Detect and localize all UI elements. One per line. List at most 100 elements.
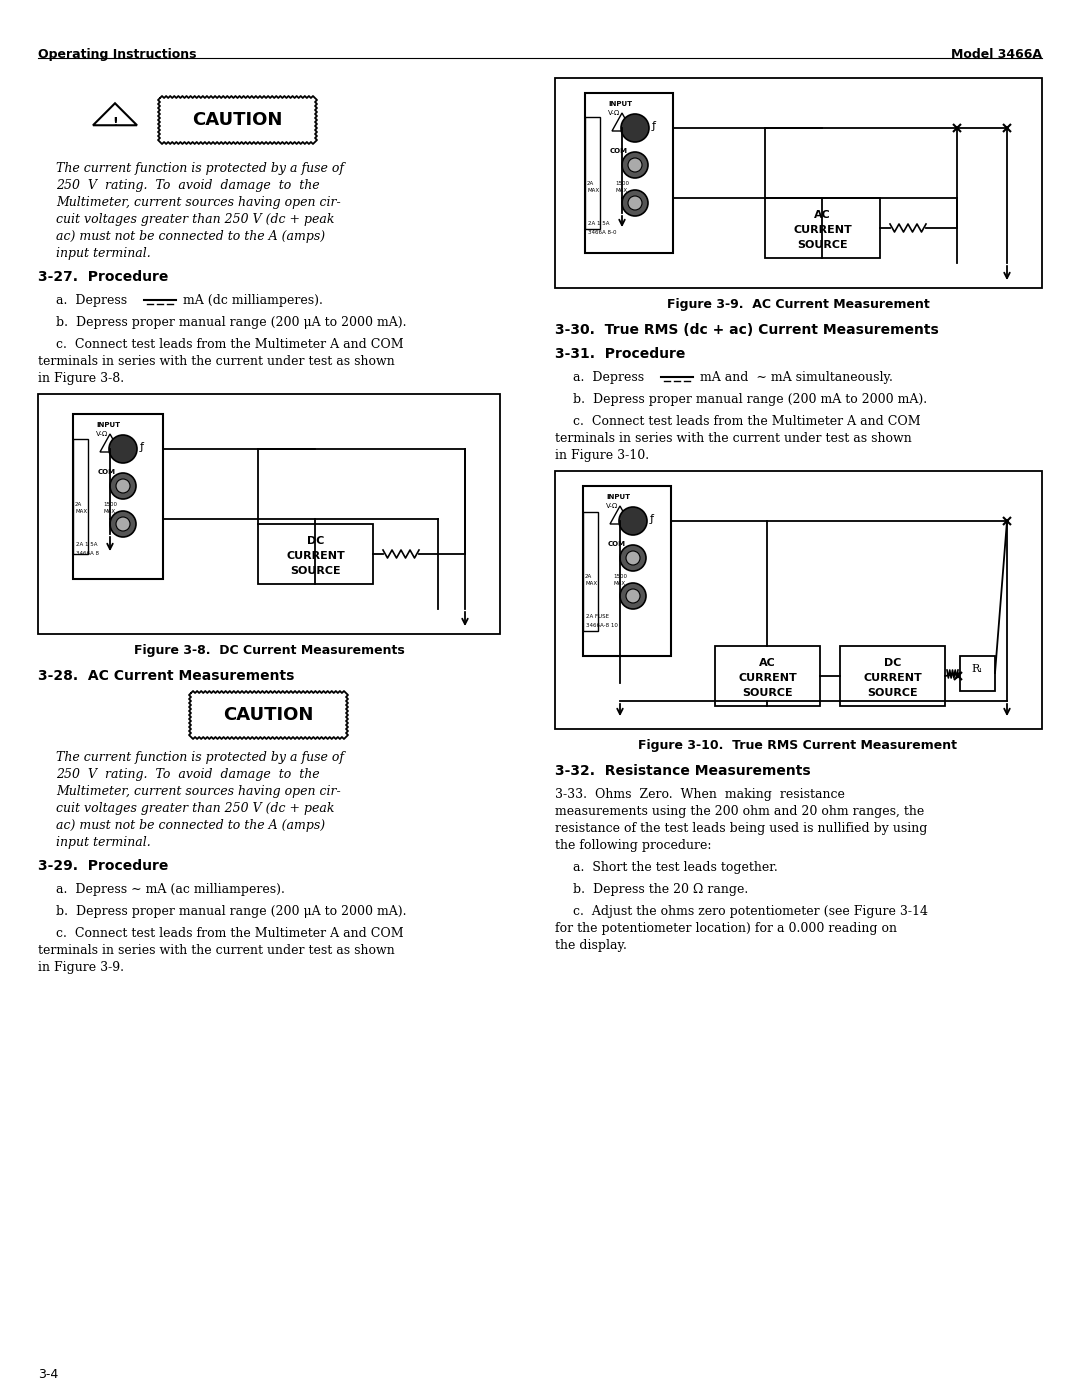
Text: ƒ: ƒ — [140, 441, 144, 453]
Bar — [258, 524, 373, 584]
Bar — [555, 78, 1042, 288]
Text: Model 3466A: Model 3466A — [951, 47, 1042, 61]
Text: AC: AC — [759, 658, 775, 668]
Text: DC: DC — [883, 658, 901, 668]
Text: MAX: MAX — [103, 509, 116, 514]
Text: MAX: MAX — [615, 189, 627, 193]
Text: terminals in series with the current under test as shown: terminals in series with the current und… — [38, 944, 395, 957]
Text: input terminal.: input terminal. — [56, 835, 151, 849]
Text: mA and  ∼ mA simultaneously.: mA and ∼ mA simultaneously. — [696, 372, 893, 384]
Text: in Figure 3-10.: in Figure 3-10. — [555, 448, 649, 462]
Text: MAX: MAX — [75, 509, 87, 514]
Text: terminals in series with the current under test as shown: terminals in series with the current und… — [555, 432, 912, 446]
Text: 3466A-8 10: 3466A-8 10 — [586, 623, 618, 629]
Text: a.  Short the test leads together.: a. Short the test leads together. — [573, 861, 778, 875]
Text: c.  Adjust the ohms zero potentiometer (see Figure 3-14: c. Adjust the ohms zero potentiometer (s… — [573, 905, 928, 918]
Bar — [73, 439, 87, 555]
Text: c.  Connect test leads from the Multimeter A and COM: c. Connect test leads from the Multimete… — [56, 928, 404, 940]
Text: SOURCE: SOURCE — [291, 566, 341, 576]
Text: 3-29.  Procedure: 3-29. Procedure — [38, 859, 168, 873]
Text: b.  Depress the 20 Ω range.: b. Depress the 20 Ω range. — [573, 883, 748, 895]
Bar — [765, 198, 880, 258]
Text: cuit voltages greater than 250 V (dc + peak: cuit voltages greater than 250 V (dc + p… — [56, 802, 335, 814]
Text: INPUT: INPUT — [608, 101, 632, 108]
Text: 250  V  rating.  To  avoid  damage  to  the: 250 V rating. To avoid damage to the — [56, 768, 320, 781]
Text: Operating Instructions: Operating Instructions — [38, 47, 197, 61]
Text: resistance of the test leads being used is nullified by using: resistance of the test leads being used … — [555, 821, 928, 835]
Text: INPUT: INPUT — [96, 422, 120, 427]
Bar — [73, 414, 163, 578]
Text: ƒ: ƒ — [650, 514, 654, 524]
Text: ac) must not be connected to the A (amps): ac) must not be connected to the A (amps… — [56, 819, 325, 833]
Text: Figure 3-9.  AC Current Measurement: Figure 3-9. AC Current Measurement — [666, 298, 930, 312]
Text: Multimeter, current sources having open cir-: Multimeter, current sources having open … — [56, 196, 341, 210]
Text: CAUTION: CAUTION — [192, 110, 282, 129]
Text: 1500: 1500 — [613, 574, 627, 578]
Text: 3-28.  AC Current Measurements: 3-28. AC Current Measurements — [38, 669, 295, 683]
Text: the display.: the display. — [555, 939, 626, 951]
Text: 2A 1 5A: 2A 1 5A — [588, 221, 609, 226]
Circle shape — [110, 474, 136, 499]
Text: 3-27.  Procedure: 3-27. Procedure — [38, 270, 168, 284]
Text: MAX: MAX — [588, 189, 599, 193]
Text: SOURCE: SOURCE — [867, 687, 918, 698]
Text: Figure 3-10.  True RMS Current Measurement: Figure 3-10. True RMS Current Measuremen… — [638, 739, 958, 752]
Text: 1500: 1500 — [615, 182, 629, 186]
Text: COM: COM — [608, 541, 626, 548]
Text: The current function is protected by a fuse of: The current function is protected by a f… — [56, 752, 345, 764]
Text: CURRENT: CURRENT — [738, 673, 797, 683]
Text: b.  Depress proper manual range (200 μA to 2000 mA).: b. Depress proper manual range (200 μA t… — [56, 316, 406, 330]
Circle shape — [621, 115, 649, 142]
Text: c.  Connect test leads from the Multimeter A and COM: c. Connect test leads from the Multimete… — [573, 415, 920, 427]
Text: a.  Depress ∼ mA (ac milliamperes).: a. Depress ∼ mA (ac milliamperes). — [56, 883, 285, 895]
Text: 2A 1 5A: 2A 1 5A — [76, 542, 97, 548]
Circle shape — [627, 196, 642, 210]
Bar — [38, 394, 500, 634]
Text: 1500: 1500 — [103, 502, 117, 507]
Circle shape — [110, 511, 136, 536]
Text: a.  Depress: a. Depress — [573, 372, 652, 384]
Text: measurements using the 200 ohm and 20 ohm ranges, the: measurements using the 200 ohm and 20 oh… — [555, 805, 924, 819]
Circle shape — [622, 152, 648, 177]
Text: V-Ω: V-Ω — [96, 432, 108, 437]
Text: INPUT: INPUT — [606, 495, 630, 500]
Text: CURRENT: CURRENT — [286, 550, 345, 562]
Circle shape — [620, 583, 646, 609]
Text: 2A: 2A — [585, 574, 592, 578]
Text: CAUTION: CAUTION — [222, 705, 313, 724]
Text: a.  Depress: a. Depress — [56, 293, 135, 307]
Text: V-Ω: V-Ω — [606, 503, 618, 509]
Text: 2A FUSE: 2A FUSE — [586, 615, 609, 619]
Text: in Figure 3-9.: in Figure 3-9. — [38, 961, 124, 974]
Text: in Figure 3-8.: in Figure 3-8. — [38, 372, 124, 386]
Text: mA (dc milliamperes).: mA (dc milliamperes). — [179, 293, 323, 307]
Text: 2A: 2A — [75, 502, 82, 507]
Circle shape — [626, 550, 640, 564]
Text: MAX: MAX — [585, 581, 597, 585]
Bar — [583, 511, 598, 630]
Circle shape — [619, 507, 647, 535]
Text: terminals in series with the current under test as shown: terminals in series with the current und… — [38, 355, 395, 367]
Text: SOURCE: SOURCE — [797, 240, 848, 250]
Text: 3466A 8-0: 3466A 8-0 — [588, 231, 617, 235]
Text: CURRENT: CURRENT — [863, 673, 922, 683]
Text: Rₗ: Rₗ — [972, 664, 983, 673]
Text: c.  Connect test leads from the Multimeter A and COM: c. Connect test leads from the Multimete… — [56, 338, 404, 351]
Circle shape — [116, 517, 130, 531]
Bar — [555, 471, 1042, 729]
Text: input terminal.: input terminal. — [56, 247, 151, 260]
Text: b.  Depress proper manual range (200 μA to 2000 mA).: b. Depress proper manual range (200 μA t… — [56, 905, 406, 918]
Text: AC: AC — [814, 210, 831, 219]
Bar — [715, 645, 820, 705]
Bar — [583, 486, 671, 657]
Text: 3-31.  Procedure: 3-31. Procedure — [555, 346, 686, 360]
Text: 3-4: 3-4 — [38, 1368, 58, 1382]
Text: ac) must not be connected to the A (amps): ac) must not be connected to the A (amps… — [56, 231, 325, 243]
Circle shape — [109, 434, 137, 462]
Bar — [840, 645, 945, 705]
Text: The current function is protected by a fuse of: The current function is protected by a f… — [56, 162, 345, 175]
Text: 3-32.  Resistance Measurements: 3-32. Resistance Measurements — [555, 764, 811, 778]
Text: COM: COM — [610, 148, 627, 154]
Text: 2A: 2A — [588, 182, 594, 186]
Text: cuit voltages greater than 250 V (dc + peak: cuit voltages greater than 250 V (dc + p… — [56, 212, 335, 226]
